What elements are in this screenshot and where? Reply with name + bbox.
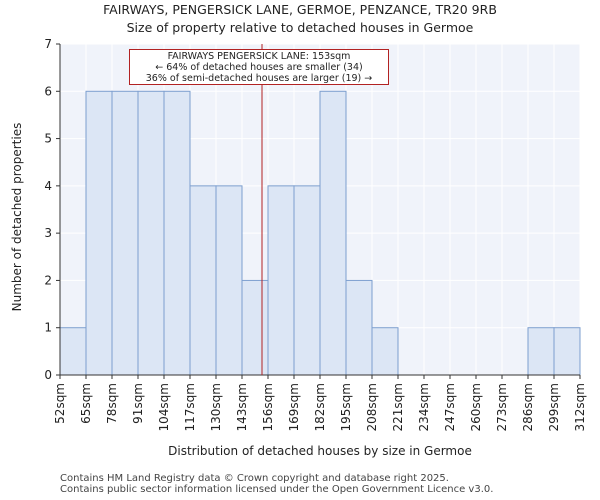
bar-299sqm bbox=[553, 327, 581, 376]
x-tick-label: 286sqm bbox=[521, 383, 535, 431]
x-tick-label: 78sqm bbox=[105, 383, 119, 424]
x-tick-label: 234sqm bbox=[417, 383, 431, 431]
x-tick-label: 104sqm bbox=[157, 383, 171, 431]
annotation-line-1: FAIRWAYS PENGERSICK LANE: 153sqm bbox=[167, 51, 351, 62]
bar-143sqm bbox=[241, 279, 269, 376]
bar-91sqm bbox=[137, 90, 165, 376]
bar-104sqm bbox=[163, 90, 191, 376]
bar-52sqm bbox=[59, 327, 87, 376]
bar-117sqm bbox=[189, 185, 217, 376]
y-tick-label: 5 bbox=[44, 132, 52, 146]
bar-286sqm bbox=[527, 327, 555, 376]
bar-65sqm bbox=[85, 90, 113, 376]
x-tick-label: 312sqm bbox=[573, 383, 587, 431]
footer-line-1: Contains HM Land Registry data © Crown c… bbox=[60, 473, 449, 484]
x-tick-label: 91sqm bbox=[131, 383, 145, 424]
y-tick-label: 7 bbox=[44, 37, 52, 51]
bar-208sqm bbox=[371, 327, 399, 376]
x-tick-label: 156sqm bbox=[261, 383, 275, 431]
annotation-line-3: 36% of semi-detached houses are larger (… bbox=[145, 73, 373, 84]
annotation-line-2: ← 64% of detached houses are smaller (34… bbox=[155, 62, 363, 73]
x-tick-label: 169sqm bbox=[287, 383, 301, 431]
y-tick-label: 1 bbox=[44, 321, 52, 335]
x-tick-label: 130sqm bbox=[209, 383, 223, 431]
x-tick-label: 260sqm bbox=[469, 383, 483, 431]
bar-195sqm bbox=[345, 279, 373, 376]
y-tick-label: 4 bbox=[44, 179, 52, 193]
bar-156sqm bbox=[267, 185, 295, 376]
bar-169sqm bbox=[293, 185, 321, 376]
y-axis-label: Number of detached properties bbox=[10, 122, 24, 312]
chart-title: FAIRWAYS, PENGERSICK LANE, GERMOE, PENZA… bbox=[103, 2, 497, 17]
y-tick-label: 3 bbox=[44, 226, 52, 240]
x-tick-label: 65sqm bbox=[79, 383, 93, 424]
property-annotation-box: FAIRWAYS PENGERSICK LANE: 153sqm ← 64% o… bbox=[129, 49, 389, 85]
x-tick-label: 299sqm bbox=[547, 383, 561, 431]
y-tick-label: 2 bbox=[44, 273, 52, 287]
x-axis-label: Distribution of detached houses by size … bbox=[168, 444, 472, 458]
x-tick-label: 195sqm bbox=[339, 383, 353, 431]
x-tick-label: 182sqm bbox=[313, 383, 327, 431]
x-tick-label: 221sqm bbox=[391, 383, 405, 431]
x-tick-label: 143sqm bbox=[235, 383, 249, 431]
x-tick-label: 273sqm bbox=[495, 383, 509, 431]
y-tick-label: 0 bbox=[44, 368, 52, 382]
x-tick-label: 52sqm bbox=[53, 383, 67, 424]
chart-subtitle: Size of property relative to detached ho… bbox=[126, 20, 474, 35]
bar-130sqm bbox=[215, 185, 243, 376]
footer-line-2: Contains public sector information licen… bbox=[60, 484, 494, 495]
x-tick-label: 117sqm bbox=[183, 383, 197, 431]
bar-78sqm bbox=[111, 90, 139, 376]
y-tick-label: 6 bbox=[44, 84, 52, 98]
x-tick-label: 208sqm bbox=[365, 383, 379, 431]
bar-182sqm bbox=[319, 90, 347, 376]
x-tick-label: 247sqm bbox=[443, 383, 457, 431]
